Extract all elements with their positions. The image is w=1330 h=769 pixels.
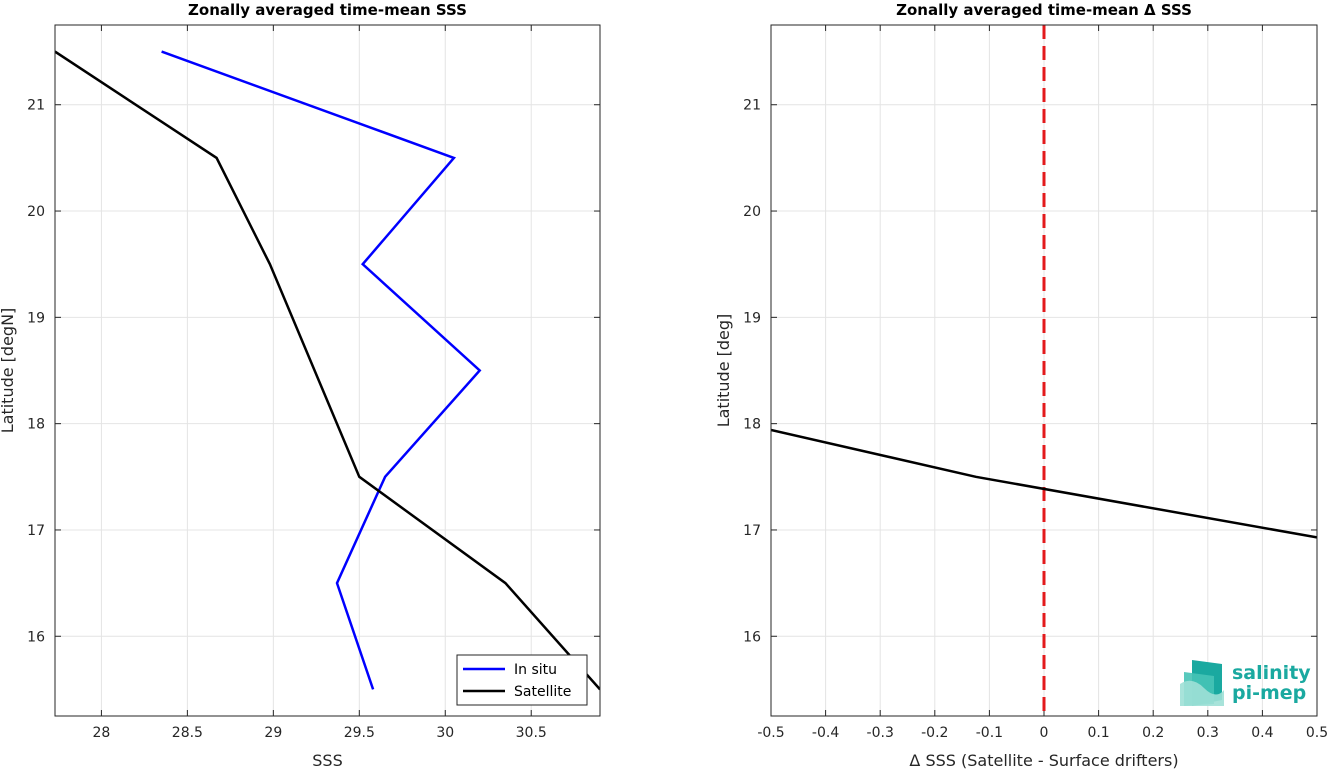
x-tick-label: -0.3 xyxy=(867,725,894,741)
x-tick-label: 28.5 xyxy=(172,725,203,741)
y-tick-label: 17 xyxy=(27,523,45,539)
panel-delta-sss: -0.5 -0.4 -0.3 -0.2 -0.1 0 0.1 0.2 0.3 0.4 0.5 16 17… xyxy=(714,1,1328,769)
x-tick-label: 29 xyxy=(264,725,282,741)
x-tick-label: 28 xyxy=(93,725,111,741)
y-tick-label: 21 xyxy=(743,98,761,114)
y-tick-label: 20 xyxy=(743,204,761,220)
x-tick-label: -0.4 xyxy=(812,725,839,741)
y-tick-label: 16 xyxy=(27,629,45,645)
y-tick-label: 16 xyxy=(743,629,761,645)
chart-title: Zonally averaged time-mean Δ SSS xyxy=(896,1,1192,19)
x-tick-label: 0.4 xyxy=(1251,725,1273,741)
axes-box xyxy=(54,24,601,717)
logo-wave xyxy=(1180,680,1224,706)
x-tick-label: 29.5 xyxy=(344,725,375,741)
series-line-satellite xyxy=(55,50,600,691)
y-tick-label: 19 xyxy=(27,310,45,326)
legend-entry: Satellite xyxy=(514,684,571,700)
series-line-in-situ xyxy=(161,50,482,690)
y-axis-label: Latitude [degN] xyxy=(0,308,17,434)
logo-line1: salinity xyxy=(1232,662,1311,684)
x-tick-label: 0.5 xyxy=(1306,725,1328,741)
y-tick-label: 19 xyxy=(743,310,761,326)
y-tick-label: 18 xyxy=(27,417,45,433)
y-tick-label: 17 xyxy=(743,523,761,539)
x-tick-label: -0.2 xyxy=(921,725,948,741)
legend-box xyxy=(456,654,588,706)
x-tick-label: 0.2 xyxy=(1142,725,1164,741)
x-tick-label: 0.3 xyxy=(1197,725,1219,741)
y-tick-label: 21 xyxy=(27,98,45,114)
legend-entry: In situ xyxy=(514,662,557,678)
y-tick-label: 20 xyxy=(27,204,45,220)
chart-title: Zonally averaged time-mean SSS xyxy=(188,1,467,19)
x-tick-label: 0 xyxy=(1040,725,1049,741)
x-tick-label: 30.5 xyxy=(516,725,547,741)
y-tick-label: 18 xyxy=(743,417,761,433)
x-axis-label: Δ SSS (Satellite - Surface drifters) xyxy=(909,751,1178,769)
x-tick-label: 30 xyxy=(436,725,454,741)
series-line-delta xyxy=(771,428,1317,539)
plot-area xyxy=(55,25,600,716)
x-tick-label: 0.1 xyxy=(1087,725,1109,741)
x-tick-label: -0.1 xyxy=(976,725,1003,741)
y-axis-label: Latitude [deg] xyxy=(714,314,733,428)
logo-line2: pi-mep xyxy=(1232,682,1306,704)
x-axis-label: SSS xyxy=(312,751,342,769)
panel-sss: 28 28.5 29 29.5 30 30.5 16 17 18 19 20 21 Zonally av… xyxy=(0,1,601,769)
x-tick-label: -0.5 xyxy=(757,725,784,741)
axes-box xyxy=(770,24,1318,717)
